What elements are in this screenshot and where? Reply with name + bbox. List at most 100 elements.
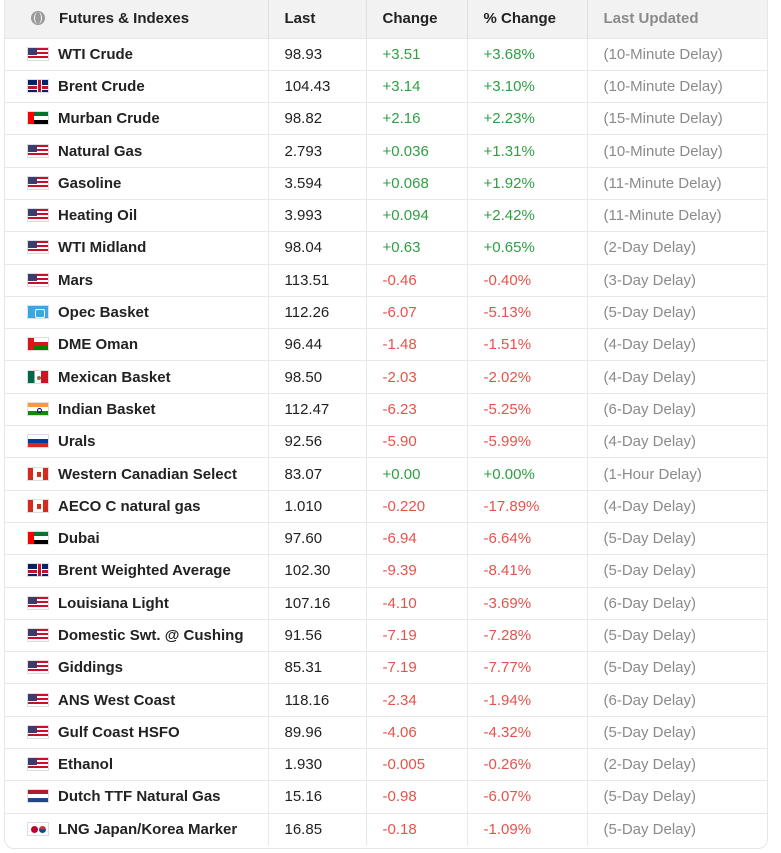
instrument-name[interactable]: Heating Oil bbox=[5, 198, 269, 232]
table-row[interactable]: Ethanol 1.930 -0.005 -0.26% (2-Day Delay) bbox=[5, 748, 767, 781]
last-value: 3.594 bbox=[268, 166, 367, 200]
instrument-label: Domestic Swt. @ Cushing bbox=[58, 626, 244, 644]
change-value: -4.10 bbox=[366, 586, 468, 620]
instrument-name[interactable]: Giddings bbox=[5, 651, 269, 684]
table-row[interactable]: Mars 113.51 -0.46 -0.40% (3-Day Delay) bbox=[5, 263, 767, 297]
pct-change-value: -6.07% bbox=[467, 780, 588, 814]
instrument-name[interactable]: Dubai bbox=[5, 521, 269, 555]
change-value: +0.63 bbox=[366, 231, 468, 265]
instrument-label: Gulf Coast HSFO bbox=[58, 723, 180, 741]
instrument-name[interactable]: Louisiana Light bbox=[5, 586, 269, 620]
table-row[interactable]: LNG Japan/Korea Marker 16.85 -0.18 -1.09% (5… bbox=[5, 812, 767, 846]
instrument-label: WTI Crude bbox=[58, 45, 133, 63]
change-value: -5.90 bbox=[366, 425, 468, 458]
last-value: 98.04 bbox=[268, 231, 367, 265]
table-row[interactable]: Opec Basket 112.26 -6.07 -5.13% (5-Day Delay… bbox=[5, 295, 767, 329]
instrument-name[interactable]: Western Canadian Select bbox=[5, 457, 269, 491]
instrument-label: Heating Oil bbox=[58, 207, 138, 225]
table-row[interactable]: AECO C natural gas 1.010 -0.220 -17.89% (4-D… bbox=[5, 489, 767, 523]
table-row[interactable]: Louisiana Light 107.16 -4.10 -3.69% (6-Day D… bbox=[5, 586, 767, 620]
table-row[interactable]: Domestic Swt. @ Cushing 91.56 -7.19 -7.28%(… bbox=[5, 618, 767, 652]
instrument-name[interactable]: Mexican Basket bbox=[5, 360, 269, 394]
instrument-name[interactable]: LNG Japan/Korea Marker bbox=[5, 812, 269, 846]
table-row[interactable]: Heating Oil 3.993 +0.094 +2.42% (11-Minute D… bbox=[5, 198, 767, 232]
table-row[interactable]: WTI Midland 98.04 +0.63 +0.65% (2-Day Delay) bbox=[5, 231, 767, 265]
instrument-name[interactable]: AECO C natural gas bbox=[5, 489, 269, 523]
us-flag-icon bbox=[27, 46, 49, 61]
opec-flag-icon bbox=[27, 305, 49, 320]
table-row[interactable]: Western Canadian Select 83.07 +0.00 +0.00%(… bbox=[5, 457, 767, 491]
table-row[interactable]: Giddings 85.31 -7.19 -7.77% (5-Day Delay) bbox=[5, 651, 767, 684]
instrument-name[interactable]: Brent Weighted Average bbox=[5, 554, 269, 588]
table-row[interactable]: Indian Basket 112.47 -6.23 -5.25% (6-Day Del… bbox=[5, 392, 767, 426]
pct-change-value: -5.99% bbox=[467, 425, 588, 458]
pct-change-value: -3.69% bbox=[467, 586, 588, 620]
instrument-name[interactable]: Gulf Coast HSFO bbox=[5, 715, 269, 749]
table-row[interactable]: Brent Weighted Average 102.30 -9.39 -8.41%(… bbox=[5, 554, 767, 588]
change-value: -6.23 bbox=[366, 392, 468, 426]
header-pct-change[interactable]: % Change bbox=[467, 0, 588, 38]
instrument-name[interactable]: Dutch TTF Natural Gas bbox=[5, 780, 269, 814]
instrument-name[interactable]: Domestic Swt. @ Cushing bbox=[5, 618, 269, 652]
last-updated-value: (6-Day Delay) bbox=[587, 586, 767, 620]
pct-change-value: +0.00% bbox=[467, 457, 588, 491]
change-value: -0.98 bbox=[366, 780, 468, 814]
pct-change-value: -1.51% bbox=[467, 328, 588, 361]
instrument-name[interactable]: DME Oman bbox=[5, 328, 269, 361]
last-value: 118.16 bbox=[268, 683, 367, 717]
header-last[interactable]: Last bbox=[268, 0, 367, 38]
table-row[interactable]: Natural Gas 2.793 +0.036 +1.31% (10-Minute D… bbox=[5, 134, 767, 168]
instrument-name[interactable]: Murban Crude bbox=[5, 102, 269, 135]
last-updated-value: (5-Day Delay) bbox=[587, 812, 767, 846]
instrument-name[interactable]: Natural Gas bbox=[5, 134, 269, 168]
instrument-name[interactable]: Indian Basket bbox=[5, 392, 269, 426]
table-row[interactable]: Brent Crude 104.43 +3.14 +3.10% (10-Minute D… bbox=[5, 69, 767, 103]
instrument-name[interactable]: Mars bbox=[5, 263, 269, 297]
table-row[interactable]: Gasoline 3.594 +0.068 +1.92% (11-Minute Dela… bbox=[5, 166, 767, 200]
last-value: 113.51 bbox=[268, 263, 367, 297]
table-row[interactable]: Dutch TTF Natural Gas 15.16 -0.98 -6.07% (5-… bbox=[5, 780, 767, 814]
pct-change-value: -5.13% bbox=[467, 295, 588, 329]
instrument-label: Dutch TTF Natural Gas bbox=[58, 788, 221, 806]
japan-korea-flag-icon bbox=[27, 822, 49, 837]
table-row[interactable]: WTI Crude 98.93 +3.51 +3.68% (10-Minute Dela… bbox=[5, 37, 767, 71]
change-value: -6.07 bbox=[366, 295, 468, 329]
last-updated-value: (10-Minute Delay) bbox=[587, 134, 767, 168]
change-value: -2.03 bbox=[366, 360, 468, 394]
instrument-label: Giddings bbox=[58, 659, 123, 677]
instrument-name[interactable]: Ethanol bbox=[5, 748, 269, 781]
us-flag-icon bbox=[27, 272, 49, 287]
table-row[interactable]: Murban Crude 98.82 +2.16 +2.23% (15-Minute D… bbox=[5, 102, 767, 135]
instrument-name[interactable]: Brent Crude bbox=[5, 69, 269, 103]
uk-flag-icon bbox=[27, 78, 49, 93]
pct-change-value: -1.94% bbox=[467, 683, 588, 717]
header-change[interactable]: Change bbox=[366, 0, 468, 38]
table-row[interactable]: Mexican Basket 98.50 -2.03 -2.02% (4-Day Del… bbox=[5, 360, 767, 394]
instrument-name[interactable]: Opec Basket bbox=[5, 295, 269, 329]
instrument-label: Brent Weighted Average bbox=[58, 562, 231, 580]
instrument-name[interactable]: Gasoline bbox=[5, 166, 269, 200]
table-row[interactable]: Urals 92.56 -5.90 -5.99% (4-Day Delay) bbox=[5, 425, 767, 458]
header-futures-indexes[interactable]: Futures & Indexes bbox=[5, 0, 269, 38]
table-header-row: Futures & Indexes Last Change % Change L… bbox=[5, 0, 767, 38]
change-value: +0.036 bbox=[366, 134, 468, 168]
last-value: 112.26 bbox=[268, 295, 367, 329]
table-row[interactable]: DME Oman 96.44 -1.48 -1.51% (4-Day Delay) bbox=[5, 328, 767, 361]
instrument-label: Western Canadian Select bbox=[58, 465, 237, 483]
last-updated-value: (4-Day Delay) bbox=[587, 425, 767, 458]
table-row[interactable]: ANS West Coast 118.16 -2.34 -1.94% (6-Day De… bbox=[5, 683, 767, 717]
instrument-name[interactable]: WTI Crude bbox=[5, 37, 269, 71]
last-updated-value: (15-Minute Delay) bbox=[587, 102, 767, 135]
instrument-name[interactable]: WTI Midland bbox=[5, 231, 269, 265]
table-row[interactable]: Gulf Coast HSFO 89.96 -4.06 -4.32% (5-Day De… bbox=[5, 715, 767, 749]
instrument-label: AECO C natural gas bbox=[58, 497, 201, 515]
last-value: 107.16 bbox=[268, 586, 367, 620]
instrument-name[interactable]: ANS West Coast bbox=[5, 683, 269, 717]
header-last-updated[interactable]: Last Updated bbox=[587, 0, 767, 38]
change-value: -9.39 bbox=[366, 554, 468, 588]
instrument-name[interactable]: Urals bbox=[5, 425, 269, 458]
canada-flag-icon bbox=[27, 466, 49, 481]
table-row[interactable]: Dubai 97.60 -6.94 -6.64% (5-Day Delay) bbox=[5, 521, 767, 555]
last-updated-value: (6-Day Delay) bbox=[587, 392, 767, 426]
change-value: +0.094 bbox=[366, 198, 468, 232]
